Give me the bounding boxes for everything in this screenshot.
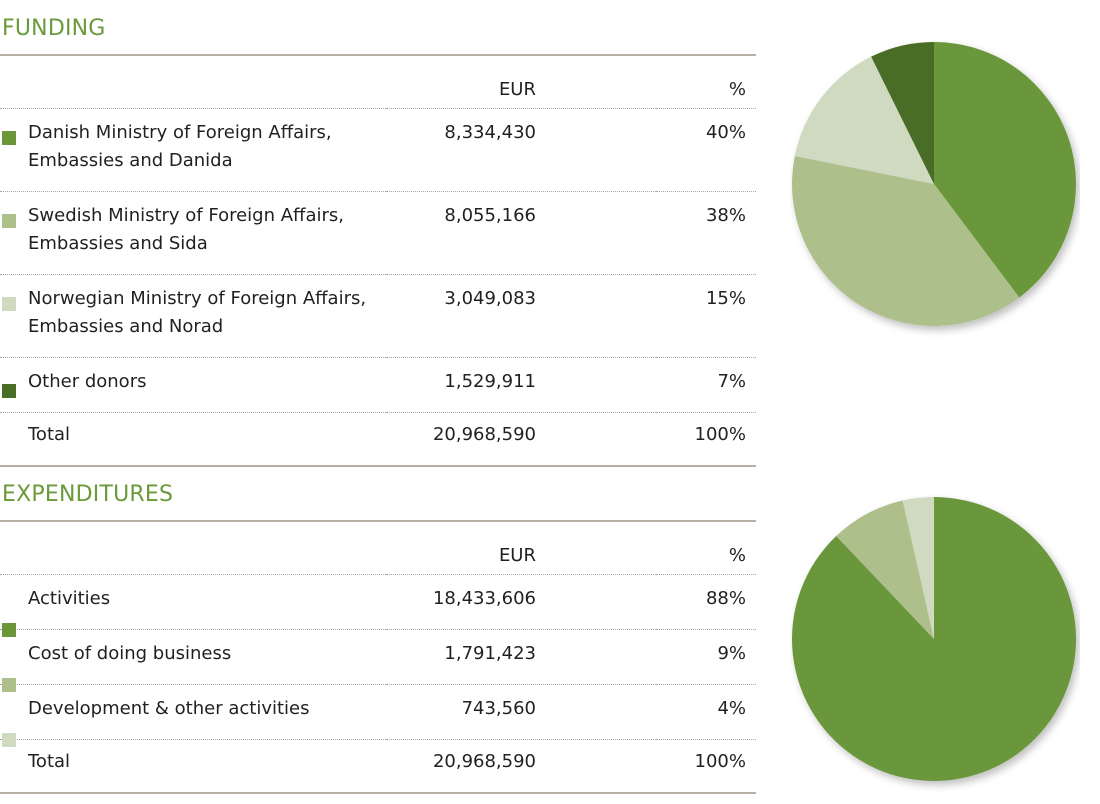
funding-row: Danish Ministry of Foreign Affairs, Emba… — [0, 108, 756, 192]
legend-swatch-danish — [2, 131, 16, 145]
legend-swatch-other — [2, 384, 16, 398]
funding-row-pct: 40% — [656, 108, 756, 192]
funding-pie-slice-3 — [871, 42, 934, 184]
expenditures-row-label: Cost of doing business — [28, 643, 232, 664]
expenditures-section: EXPENDITURES EUR % Activities 18,433,606… — [0, 480, 756, 794]
funding-col-pct: % — [656, 56, 756, 109]
expenditures-header-row: EUR % — [0, 522, 756, 575]
expenditures-row-pct: 4% — [656, 684, 756, 740]
funding-col-eur: EUR — [386, 56, 656, 109]
expenditures-pie-chart — [792, 497, 1076, 781]
funding-pie-slice-1 — [792, 155, 1020, 326]
funding-row-label-2: Embassies and Danida — [28, 150, 233, 171]
funding-pie-slice-2 — [794, 56, 934, 184]
legend-swatch-norwegian — [2, 297, 16, 311]
legend-swatch-swedish — [2, 214, 16, 228]
funding-row-label: Danish Ministry of Foreign Affairs, — [28, 122, 332, 143]
expenditures-pie-slice-2 — [902, 497, 934, 639]
expenditures-total-row: Total 20,968,590 100% — [0, 739, 756, 794]
expenditures-row: Development & other activities 743,560 4… — [0, 684, 756, 747]
legend-swatch-development — [2, 733, 16, 747]
expenditures-total-label: Total — [0, 739, 386, 794]
funding-row-label-2: Embassies and Norad — [28, 316, 224, 337]
expenditures-row-eur: 743,560 — [386, 684, 656, 740]
funding-total-pct: 100% — [656, 412, 756, 467]
funding-row-pct: 15% — [656, 274, 756, 358]
expenditures-row-pct: 9% — [656, 629, 756, 685]
funding-row-label-2: Embassies and Sida — [28, 233, 208, 254]
funding-row-pct: 7% — [656, 357, 756, 413]
funding-section: FUNDING EUR % Danish Ministry of Foreign… — [0, 14, 756, 467]
expenditures-pie-slice-1 — [836, 500, 934, 639]
funding-row-pct: 38% — [656, 191, 756, 275]
funding-row-eur: 1,529,911 — [386, 357, 656, 413]
expenditures-total-pct: 100% — [656, 739, 756, 794]
funding-table: EUR % Danish Ministry of Foreign Affairs… — [0, 56, 756, 467]
funding-total-eur: 20,968,590 — [386, 412, 656, 467]
funding-pie-chart — [792, 42, 1076, 326]
funding-row: Other donors 1,529,911 7% — [0, 357, 756, 413]
expenditures-col-pct: % — [656, 522, 756, 575]
funding-row-label: Norwegian Ministry of Foreign Affairs, — [28, 288, 367, 309]
expenditures-row-label: Development & other activities — [28, 698, 310, 719]
expenditures-total-eur: 20,968,590 — [386, 739, 656, 794]
funding-pie-slice-0 — [934, 42, 1076, 298]
funding-row-eur: 8,055,166 — [386, 191, 656, 275]
expenditures-row-pct: 88% — [656, 574, 756, 630]
funding-total-label: Total — [0, 412, 386, 467]
expenditures-row-label: Activities — [28, 588, 111, 609]
funding-row-label: Other donors — [28, 371, 147, 392]
funding-row: Swedish Ministry of Foreign Affairs, Emb… — [0, 191, 756, 275]
funding-row-eur: 8,334,430 — [386, 108, 656, 192]
funding-title: FUNDING — [0, 14, 756, 56]
funding-row-label: Swedish Ministry of Foreign Affairs, — [28, 205, 344, 226]
expenditures-row-eur: 18,433,606 — [386, 574, 656, 630]
funding-header-row: EUR % — [0, 56, 756, 109]
funding-row-eur: 3,049,083 — [386, 274, 656, 358]
expenditures-row-eur: 1,791,423 — [386, 629, 656, 685]
funding-row: Norwegian Ministry of Foreign Affairs, E… — [0, 274, 756, 358]
expenditures-row: Activities 18,433,606 88% — [0, 574, 756, 637]
funding-total-row: Total 20,968,590 100% — [0, 412, 756, 467]
expenditures-title: EXPENDITURES — [0, 480, 756, 522]
expenditures-row: Cost of doing business 1,791,423 9% — [0, 629, 756, 692]
expenditures-col-eur: EUR — [386, 522, 656, 575]
expenditures-table: EUR % Activities 18,433,606 88% Cost of … — [0, 522, 756, 794]
